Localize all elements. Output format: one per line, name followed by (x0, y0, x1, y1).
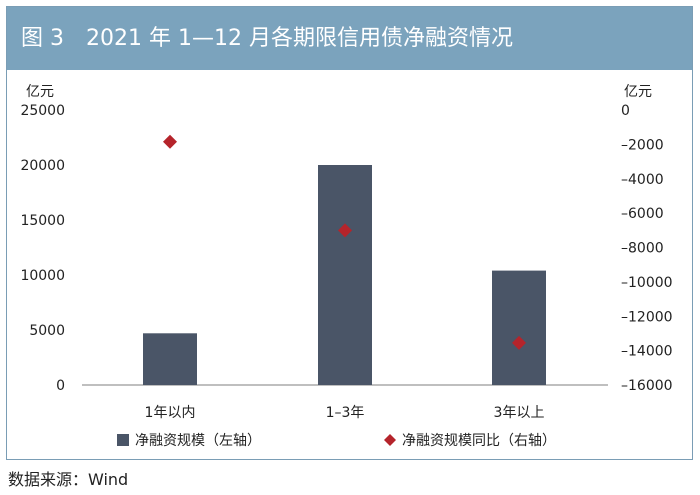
right-tick-label: –4000 (621, 172, 664, 188)
right-tick-label: 0 (621, 103, 630, 119)
category-label: 3年以上 (494, 405, 545, 421)
left-tick-label: 25000 (20, 103, 65, 119)
right-tick-label: –10000 (621, 275, 673, 291)
bar-1 (143, 333, 197, 385)
bar-2 (318, 165, 372, 385)
right-tick-label: –6000 (621, 206, 664, 222)
chart-title: 图 3 2021 年 1—12 月各期限信用债净融资情况 (7, 7, 692, 70)
yoy-point-2 (338, 223, 352, 238)
right-tick-label: –2000 (621, 137, 664, 153)
legend-yoy-label: 净融资规模同比（右轴） (402, 433, 556, 449)
right-tick-label: –14000 (621, 344, 673, 360)
left-tick-label: 15000 (20, 213, 65, 229)
right-tick-label: –12000 (621, 309, 673, 325)
right-tick-label: –16000 (621, 378, 673, 394)
legend-bar-label: 净融资规模（左轴） (135, 433, 261, 449)
legend-diamond-swatch (384, 434, 396, 446)
chart-svg: 亿元 亿元 0 5000 10000 15000 20000 25000 0 –2000 –4000… (20, 84, 673, 449)
bar-3 (492, 270, 546, 385)
right-tick-label: –8000 (621, 241, 664, 257)
left-tick-label: 5000 (29, 323, 65, 339)
left-tick-label: 10000 (20, 268, 65, 284)
left-axis-unit: 亿元 (26, 84, 54, 100)
legend-bar-swatch (117, 434, 129, 446)
source-note: 数据来源：Wind (8, 470, 129, 489)
yoy-point-3 (512, 335, 526, 350)
left-tick-label: 20000 (20, 158, 65, 174)
right-axis-unit: 亿元 (624, 84, 652, 100)
left-tick-label: 0 (56, 378, 65, 394)
yoy-point-1 (163, 134, 177, 149)
category-label: 1年以内 (145, 405, 196, 421)
category-label: 1–3年 (326, 405, 365, 421)
